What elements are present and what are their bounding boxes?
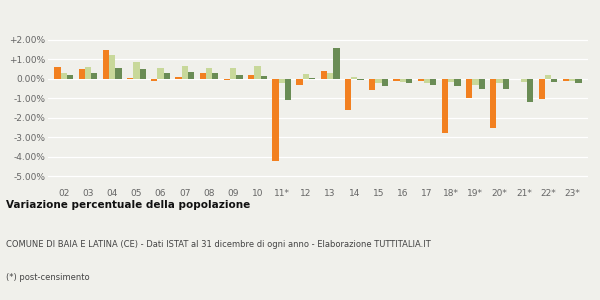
- Text: (*) post-censimento: (*) post-censimento: [6, 273, 89, 282]
- Bar: [175, 77, 182, 79]
- Bar: [479, 79, 485, 88]
- Bar: [418, 79, 424, 81]
- Bar: [157, 68, 164, 79]
- Bar: [127, 78, 133, 79]
- Bar: [320, 71, 327, 79]
- Bar: [454, 79, 461, 86]
- Bar: [212, 73, 218, 79]
- Bar: [61, 73, 67, 79]
- Bar: [327, 73, 333, 79]
- Bar: [358, 79, 364, 80]
- Bar: [490, 79, 496, 128]
- Bar: [151, 79, 157, 81]
- Bar: [254, 66, 260, 79]
- Bar: [345, 79, 351, 110]
- Bar: [140, 69, 146, 79]
- Bar: [79, 69, 85, 79]
- Text: COMUNE DI BAIA E LATINA (CE) - Dati ISTAT al 31 dicembre di ogni anno - Elaboraz: COMUNE DI BAIA E LATINA (CE) - Dati ISTA…: [6, 240, 431, 249]
- Bar: [188, 72, 194, 79]
- Bar: [224, 79, 230, 80]
- Bar: [448, 79, 454, 82]
- Bar: [351, 77, 358, 79]
- Bar: [406, 79, 412, 83]
- Bar: [260, 76, 267, 79]
- Bar: [91, 73, 97, 79]
- Bar: [85, 67, 91, 79]
- Bar: [278, 79, 285, 83]
- Bar: [442, 79, 448, 133]
- Bar: [54, 67, 61, 79]
- Bar: [333, 47, 340, 79]
- Bar: [394, 79, 400, 81]
- Bar: [109, 55, 115, 79]
- Bar: [503, 79, 509, 88]
- Bar: [521, 79, 527, 82]
- Legend: Baia e Latina, Provincia di CE, Campania: Baia e Latina, Provincia di CE, Campania: [179, 0, 457, 4]
- Bar: [248, 75, 254, 79]
- Bar: [164, 73, 170, 79]
- Bar: [369, 79, 376, 90]
- Bar: [230, 68, 236, 79]
- Bar: [496, 79, 503, 83]
- Bar: [539, 79, 545, 99]
- Bar: [466, 79, 472, 98]
- Bar: [424, 79, 430, 83]
- Bar: [206, 68, 212, 79]
- Bar: [472, 79, 479, 85]
- Bar: [236, 75, 242, 79]
- Bar: [400, 79, 406, 82]
- Bar: [303, 74, 309, 79]
- Text: Variazione percentuale della popolazione: Variazione percentuale della popolazione: [6, 200, 250, 209]
- Bar: [545, 75, 551, 79]
- Bar: [527, 79, 533, 102]
- Bar: [182, 66, 188, 79]
- Bar: [296, 79, 303, 85]
- Bar: [200, 73, 206, 79]
- Bar: [563, 79, 569, 81]
- Bar: [430, 79, 436, 85]
- Bar: [569, 79, 575, 81]
- Bar: [382, 79, 388, 86]
- Bar: [309, 78, 316, 79]
- Bar: [133, 62, 140, 79]
- Bar: [285, 79, 291, 100]
- Bar: [272, 79, 278, 161]
- Bar: [376, 79, 382, 83]
- Bar: [115, 68, 122, 79]
- Bar: [575, 79, 582, 83]
- Bar: [103, 50, 109, 79]
- Bar: [551, 79, 557, 82]
- Bar: [67, 75, 73, 79]
